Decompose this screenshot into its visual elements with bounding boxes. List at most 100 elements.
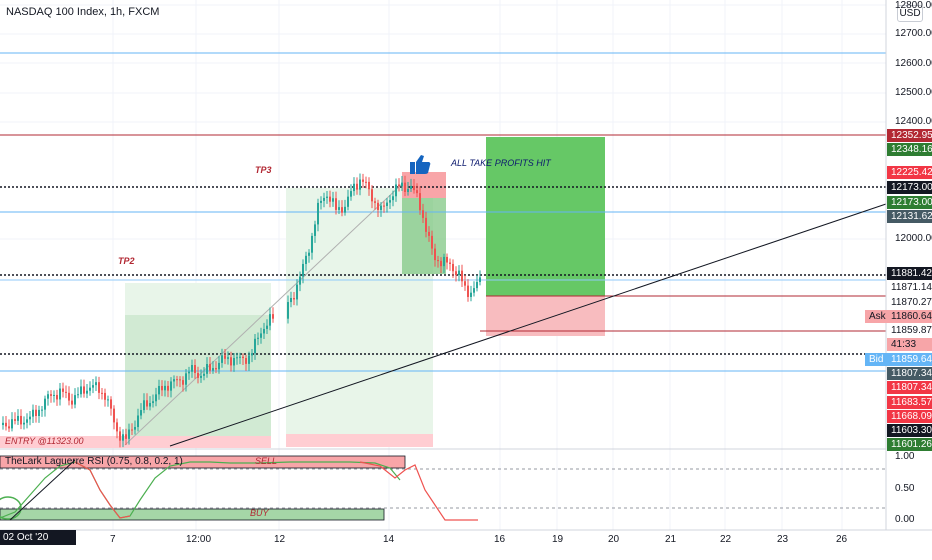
trend-lines[interactable] (124, 183, 887, 447)
sell-label: SELL (255, 456, 278, 466)
candle-body (398, 184, 400, 187)
candle-body (140, 410, 142, 416)
price-badge: 11881.42 (887, 267, 932, 280)
candle-body (323, 197, 325, 201)
candle-body (131, 429, 133, 431)
candle-body (248, 355, 250, 364)
price-tick: 12000.00 (895, 233, 932, 244)
zones (0, 137, 605, 448)
ind-diag (9, 459, 76, 521)
candle-body (359, 179, 361, 190)
candle-body (419, 193, 421, 211)
candle-body (71, 400, 73, 405)
zone-red-1 (125, 436, 271, 448)
time-tick: 23 (777, 534, 789, 545)
candle-body (35, 409, 37, 416)
candle-body (290, 298, 292, 303)
candle-body (314, 224, 316, 236)
candle-body (158, 385, 160, 395)
candle-body (41, 409, 43, 411)
candle-body (461, 270, 463, 282)
candle-body (8, 426, 10, 429)
price-badge: 11871.14 (887, 281, 932, 294)
candle-body (473, 288, 475, 293)
candle-body (443, 256, 445, 267)
candle-body (125, 434, 127, 439)
symbol-title[interactable]: NASDAQ 100 Index, 1h, FXCM (6, 6, 160, 18)
price-badge: 12173.00 (887, 196, 932, 209)
time-tick: 22 (720, 534, 732, 545)
currency-button[interactable]: USD (897, 5, 923, 22)
candle-body (353, 183, 355, 192)
price-badge: 11683.57 (887, 396, 932, 409)
candle-body (212, 368, 214, 371)
candle-body (413, 185, 415, 191)
candle-body (83, 386, 85, 394)
candle-body (305, 255, 307, 264)
candle-body (407, 188, 409, 192)
candle-body (122, 434, 124, 441)
indicator-tick: 1.00 (895, 451, 915, 462)
time-tick: 19 (552, 534, 564, 545)
price-badge-tag: Bid (865, 353, 888, 366)
candle-body (101, 392, 103, 394)
candle-body (230, 357, 232, 366)
candle-body (389, 200, 391, 203)
candle-body (203, 373, 205, 376)
tp2-label: TP2 (118, 256, 135, 266)
candle-body (446, 256, 448, 263)
buy-zone (0, 508, 385, 521)
buy-circle (0, 496, 22, 520)
candle-body (221, 355, 223, 363)
candle-body (53, 394, 55, 396)
candle-body (218, 362, 220, 370)
candle-body (386, 202, 388, 206)
candle-body (362, 179, 364, 182)
candle-body (176, 379, 178, 381)
candle-body (59, 388, 61, 400)
candle-body (467, 285, 469, 297)
candle-body (425, 217, 427, 232)
time-cursor-label: 02 Oct '20 19:00 (0, 530, 76, 558)
candle-body (335, 198, 337, 210)
candle-body (302, 263, 304, 277)
price-badge: 11859.64 (887, 353, 932, 366)
zone-red-2 (286, 434, 433, 447)
candle-body (242, 356, 244, 359)
candle-body (383, 205, 385, 207)
buy-label: BUY (250, 508, 269, 518)
candle-body (272, 314, 274, 319)
candle-body (152, 401, 154, 404)
price-badge: 11807.34 (887, 367, 932, 380)
candle-body (308, 252, 310, 256)
indicator-label[interactable]: TheLark Laguerre RSI (0.75, 0.8, 0.2, 1) (5, 456, 183, 467)
price-tick: 12500.00 (895, 87, 932, 98)
entry-label: ENTRY @11323.00 (5, 436, 84, 446)
candle-body (167, 385, 169, 391)
candle-body (296, 284, 298, 300)
candle-body (215, 368, 217, 370)
candle-body (311, 235, 313, 253)
candle-body (149, 403, 151, 407)
candle-body (65, 391, 67, 393)
candle-body (173, 379, 175, 382)
candle-body (92, 385, 94, 388)
candle-body (434, 248, 436, 261)
time-tick: 21 (665, 534, 677, 545)
candle-body (254, 338, 256, 354)
price-badge: 11870.27 (887, 296, 932, 309)
candle-body (338, 207, 340, 210)
diagonal-trendline (169, 203, 887, 447)
candle-body (224, 355, 226, 359)
candle-body (77, 394, 79, 396)
candle-body (128, 429, 130, 439)
price-badge: 11601.26 (887, 438, 932, 451)
candles (2, 173, 481, 448)
time-tick: 12 (274, 534, 286, 545)
price-badge: 12131.62 (887, 210, 932, 223)
zone-big-red (486, 296, 605, 336)
candle-body (380, 205, 382, 210)
candle-body (14, 419, 16, 421)
candle-body (47, 394, 49, 399)
